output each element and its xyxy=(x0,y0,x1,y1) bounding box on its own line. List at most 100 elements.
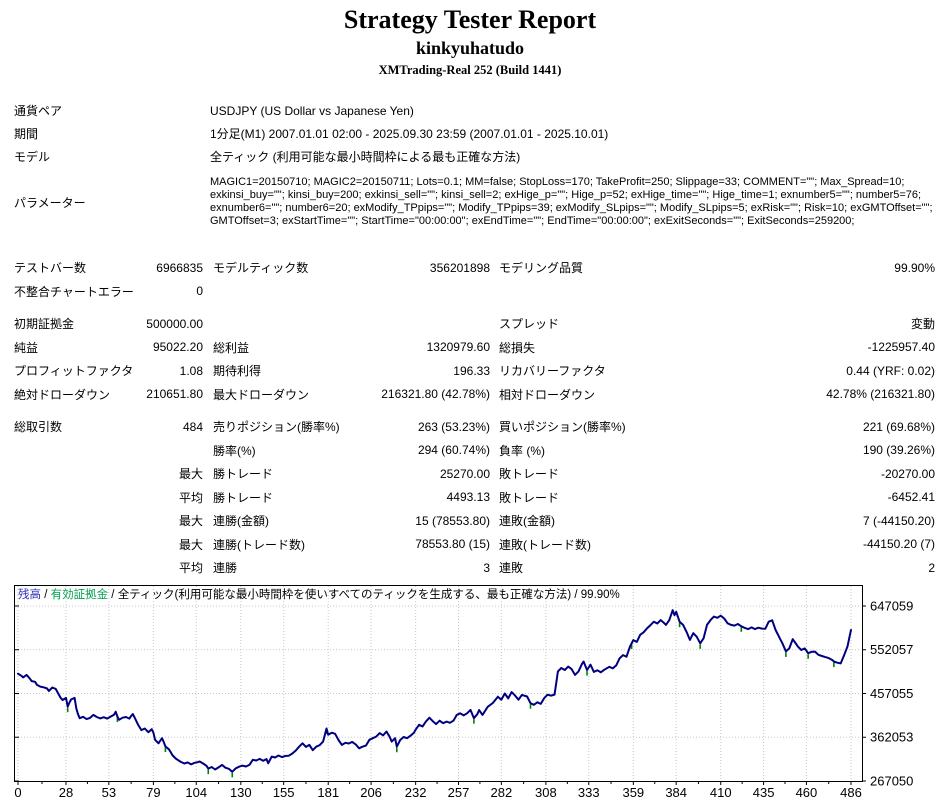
parameters-value: MAGIC1=20150710; MAGIC2=20150711; Lots=0… xyxy=(210,176,933,227)
stats-cell-c1l: 総取引数 xyxy=(14,420,63,435)
stats-cell-c1l: テストバー数 xyxy=(14,261,87,276)
symbol-value: USDJPY (US Dollar vs Japanese Yen) xyxy=(210,103,414,118)
stats-row: 平均 勝トレード 4493.13 敗トレード -6452.41 xyxy=(14,486,935,510)
parameters-label: パラメーター xyxy=(14,195,86,210)
x-axis-label: 410 xyxy=(710,785,732,800)
stats-cell-c2l: 勝率(%) xyxy=(213,443,256,458)
stats-row: 不整合チャートエラー 0 xyxy=(14,280,935,304)
x-axis-label: 486 xyxy=(840,785,862,800)
stats-cell-c2v: 25270.00 xyxy=(439,466,490,481)
stats-row: 平均 連勝 3 連敗 2 xyxy=(14,556,935,580)
stats-row: 最大 連勝(トレード数) 78553.80 (15) 連敗(トレード数) -44150.… xyxy=(14,533,935,557)
stats-cell-c2v: 216321.80 (42.78%) xyxy=(381,387,490,402)
stats-cell-c2v: 294 (60.74%) xyxy=(417,443,490,458)
period-row: 期間 1分足(M1) 2007.01.01 02:00 - 2025.09.30… xyxy=(14,122,935,145)
x-axis-label: 130 xyxy=(230,785,252,800)
x-axis-label: 460 xyxy=(796,785,818,800)
stats-cell-c2v: 15 (78553.80) xyxy=(415,513,490,528)
stats-row: プロフィットファクタ 1.08 期待利得 196.33 リカバリーファクタ 0.44 (Y… xyxy=(14,359,935,383)
symbol-row: 通貨ペア USDJPY (US Dollar vs Japanese Yen) xyxy=(14,99,935,122)
stats-cell-c2l: 連勝(トレード数) xyxy=(213,537,305,552)
x-axis-label: 257 xyxy=(448,785,470,800)
stats-cell-c3l: 敗トレード xyxy=(499,467,560,482)
stats-cell-c1v: 0 xyxy=(196,284,203,299)
stats-cell-c2v: 356201898 xyxy=(429,260,490,275)
stats-cell-c1v: 最大 xyxy=(178,537,203,552)
symbol-label: 通貨ペア xyxy=(14,104,63,118)
stats-cell-c2v: 263 (53.23%) xyxy=(417,419,490,434)
stats-cell-c3v: 221 (69.68%) xyxy=(862,419,935,434)
stats-cell-c2v: 4493.13 xyxy=(446,490,490,505)
stats-cell-c3l: モデリング品質 xyxy=(499,261,584,276)
parameters-row: パラメーター MAGIC1=20150710; MAGIC2=20150711;… xyxy=(14,176,935,228)
x-axis-label: 181 xyxy=(317,785,339,800)
y-axis-label: 552057 xyxy=(870,642,913,657)
x-axis-label: 155 xyxy=(273,785,295,800)
stats-cell-c2l: 連勝 xyxy=(213,561,238,576)
stats-cell-c1l: 絶対ドローダウン xyxy=(14,387,111,402)
y-axis-label: 457055 xyxy=(870,686,913,701)
stats-cell-c2l: 最大ドローダウン xyxy=(213,387,310,402)
x-axis-label: 333 xyxy=(578,785,600,800)
x-axis-label: 79 xyxy=(146,785,160,800)
plot-border xyxy=(14,585,863,782)
x-axis-label: 0 xyxy=(14,785,21,800)
test-settings-table: 通貨ペア USDJPY (US Dollar vs Japanese Yen) … xyxy=(14,99,935,228)
x-axis-label: 53 xyxy=(102,785,116,800)
stats-cell-c3v: 42.78% (216321.80) xyxy=(826,387,935,402)
stats-cell-c3l: スプレッド xyxy=(499,317,560,332)
legend-separator: / xyxy=(41,589,51,601)
stats-cell-c2l: 連勝(金額) xyxy=(213,514,269,529)
stats-cell-c3v: -6452.41 xyxy=(887,490,935,505)
stats-cell-c3v: 0.44 (YRF: 0.02) xyxy=(846,363,935,378)
legend-model-quality: 全ティック(利用可能な最小時間枠を使いすべてのティックを生成する、最も正確な方法… xyxy=(117,589,620,601)
stats-cell-c2l: 勝トレード xyxy=(213,490,274,505)
stats-cell-c3v: 2 xyxy=(928,560,935,575)
y-axis-label: 647059 xyxy=(870,599,913,614)
stats-cell-c2v: 1320979.60 xyxy=(426,340,490,355)
stats-cell-c2l: モデルティック数 xyxy=(213,261,309,276)
stats-cell-c1l: 初期証拠金 xyxy=(14,317,75,332)
stats-cell-c3v: 190 (39.26%) xyxy=(862,443,935,458)
x-axis-label: 435 xyxy=(753,785,775,800)
stats-cell-c3v: -20270.00 xyxy=(880,466,935,481)
x-axis-label: 232 xyxy=(405,785,427,800)
stats-cell-c1v: 210651.80 xyxy=(146,387,203,402)
stats-cell-c3l: 負率 (%) xyxy=(499,443,545,458)
stats-cell-c1v: 平均 xyxy=(178,490,203,505)
y-axis-label: 362053 xyxy=(870,730,913,745)
stats-cell-c1v: 500000.00 xyxy=(146,316,203,331)
stats-cell-c1v: 最大 xyxy=(178,467,203,482)
chart-legend: 残高 / 有効証拠金 / 全ティック(利用可能な最小時間枠を使いすべてのティック… xyxy=(18,588,620,602)
stats-cell-c3v: 変動 xyxy=(910,317,935,332)
x-axis-label: 104 xyxy=(185,785,207,800)
stats-cell-c2v: 78553.80 (15) xyxy=(415,537,490,552)
stats-cell-c3v: -44150.20 (7) xyxy=(862,537,935,552)
legend-separator: / xyxy=(108,589,118,601)
stats-cell-c2l: 期待利得 xyxy=(213,364,262,379)
x-axis-label: 308 xyxy=(535,785,557,800)
stats-row: 最大 連勝(金額) 15 (78553.80) 連敗(金額) 7 (-44150.20) xyxy=(14,509,935,533)
x-axis-label: 206 xyxy=(360,785,382,800)
stats-cell-c2l: 総利益 xyxy=(213,340,250,355)
balance-chart-panel: 残高 / 有効証拠金 / 全ティック(利用可能な最小時間枠を使いすべてのティック… xyxy=(14,585,940,802)
report-title: Strategy Tester Report xyxy=(343,5,597,34)
balance-line xyxy=(17,609,852,773)
legend-balance-label: 残高 xyxy=(18,589,41,601)
x-axis-label: 28 xyxy=(59,785,73,800)
stats-row: 勝率(%) 294 (60.74%) 負率 (%) 190 (39.26%) xyxy=(14,439,935,463)
stats-cell-c1v: 95022.20 xyxy=(152,340,203,355)
stats-cell-c3l: 連敗(トレード数) xyxy=(499,537,591,552)
stats-cell-c3l: リカバリーファクタ xyxy=(499,364,606,379)
stats-row: 最大 勝トレード 25270.00 敗トレード -20270.00 xyxy=(14,462,935,486)
expert-name: kinkyuhatudo xyxy=(415,38,525,58)
stats-cell-c3v: 7 (-44150.20) xyxy=(862,513,935,528)
stats-cell-c2v: 196.33 xyxy=(453,363,490,378)
x-axis-label: 282 xyxy=(490,785,512,800)
stats-cell-c3v: 99.90% xyxy=(894,260,935,275)
stats-cell-c3l: 相対ドローダウン xyxy=(499,387,596,402)
stats-cell-c1l: 純益 xyxy=(14,340,39,355)
stats-cell-c2v: 3 xyxy=(483,560,490,575)
stats-cell-c3l: 連敗(金額) xyxy=(499,514,555,529)
stats-cell-c3l: 総損失 xyxy=(499,340,536,355)
